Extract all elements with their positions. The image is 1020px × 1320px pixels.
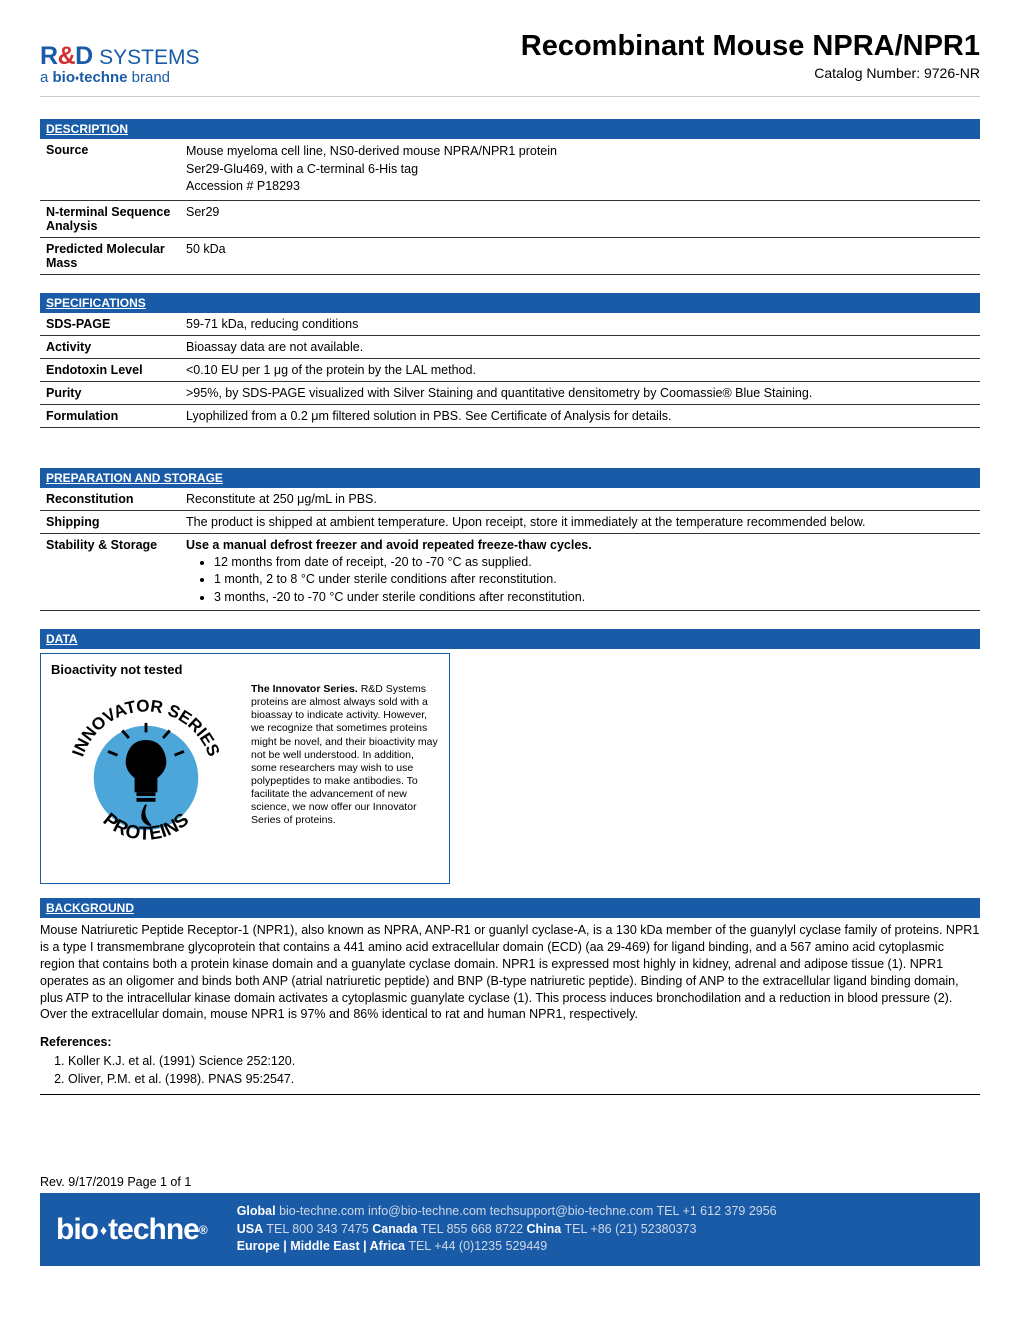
table-row: Purity>95%, by SDS-PAGE visualized with … xyxy=(40,381,980,404)
section-header-description: DESCRIPTION xyxy=(40,119,980,139)
table-row: SDS-PAGE59-71 kDa, reducing conditions xyxy=(40,313,980,336)
section-header-specifications: SPECIFICATIONS xyxy=(40,293,980,313)
section-header-background: BACKGROUND xyxy=(40,898,980,918)
footer-logo: bio♦techne® xyxy=(56,1213,207,1247)
logo-sub-brand: brand xyxy=(127,69,170,86)
logo-sub-techne: techne xyxy=(79,69,127,86)
list-item: Oliver, P.M. et al. (1998). PNAS 95:2547… xyxy=(68,1071,980,1089)
logo-r: R xyxy=(40,42,58,70)
storage-bullets: 12 months from date of receipt, -20 to -… xyxy=(214,554,974,607)
data-description: The Innovator Series. R&D Systems protei… xyxy=(251,683,439,873)
row-value: Bioassay data are not available. xyxy=(180,335,980,358)
footer-canada-tel: TEL 855 668 8722 xyxy=(417,1222,526,1236)
data-text-body: R&D Systems proteins are almost always s… xyxy=(251,683,438,826)
product-title: Recombinant Mouse NPRA/NPR1 xyxy=(521,30,980,63)
catalog-value: 9726-NR xyxy=(924,65,980,81)
logo-sub-bio: bio xyxy=(53,69,76,86)
row-value: >95%, by SDS-PAGE visualized with Silver… xyxy=(180,381,980,404)
data-text-bold: The Innovator Series. xyxy=(251,683,358,695)
row-value: Use a manual defrost freezer and avoid r… xyxy=(180,533,980,611)
logo-subtitle: a bio♦techne brand xyxy=(40,69,200,86)
references-title: References: xyxy=(40,1035,980,1049)
row-value: 50 kDa xyxy=(180,237,980,274)
text-line: Accession # P18293 xyxy=(186,178,974,196)
table-row: ReconstitutionReconstitute at 250 μg/mL … xyxy=(40,488,980,511)
background-text: Mouse Natriuretic Peptide Receptor-1 (NP… xyxy=(40,922,980,1023)
row-label: Endotoxin Level xyxy=(40,358,180,381)
row-label: Purity xyxy=(40,381,180,404)
list-item: 12 months from date of receipt, -20 to -… xyxy=(214,554,974,572)
row-value: <0.10 EU per 1 μg of the protein by the … xyxy=(180,358,980,381)
footer-emea-label: Europe | Middle East | Africa xyxy=(237,1239,405,1253)
table-row: FormulationLyophilized from a 0.2 μm fil… xyxy=(40,404,980,427)
row-value: Lyophilized from a 0.2 μm filtered solut… xyxy=(180,404,980,427)
description-table: Source Mouse myeloma cell line, NS0-deri… xyxy=(40,139,980,275)
preparation-table: ReconstitutionReconstitute at 250 μg/mL … xyxy=(40,488,980,612)
row-value: The product is shipped at ambient temper… xyxy=(180,510,980,533)
footer-china-label: China xyxy=(527,1222,562,1236)
data-box: Bioactivity not tested xyxy=(40,653,450,884)
footer-china-tel: TEL +86 (21) 52380373 xyxy=(561,1222,696,1236)
row-label: Activity xyxy=(40,335,180,358)
logo-sub-a: a xyxy=(40,69,53,86)
table-row: Predicted Molecular Mass 50 kDa xyxy=(40,237,980,274)
row-label: Reconstitution xyxy=(40,488,180,511)
row-value: 59-71 kDa, reducing conditions xyxy=(180,313,980,336)
section-header-preparation: PREPARATION AND STORAGE xyxy=(40,468,980,488)
catalog-label: Catalog Number: xyxy=(814,65,920,81)
references-list: Koller K.J. et al. (1991) Science 252:12… xyxy=(68,1053,980,1088)
logo-systems: SYSTEMS xyxy=(99,46,199,69)
data-box-title: Bioactivity not tested xyxy=(51,662,439,677)
text-line: Mouse myeloma cell line, NS0-derived mou… xyxy=(186,143,974,161)
divider xyxy=(40,1094,980,1095)
list-item: 3 months, -20 to -70 °C under sterile co… xyxy=(214,589,974,607)
row-label: Stability & Storage xyxy=(40,533,180,611)
row-value: Mouse myeloma cell line, NS0-derived mou… xyxy=(180,139,980,200)
table-row: Endotoxin Level<0.10 EU per 1 μg of the … xyxy=(40,358,980,381)
row-label: N-terminal Sequence Analysis xyxy=(40,200,180,237)
title-block: Recombinant Mouse NPRA/NPR1 Catalog Numb… xyxy=(521,30,980,81)
row-label: Formulation xyxy=(40,404,180,427)
row-value: Reconstitute at 250 μg/mL in PBS. xyxy=(180,488,980,511)
footer-global-label: Global xyxy=(237,1204,276,1218)
text-line: Ser29-Glu469, with a C-terminal 6-His ta… xyxy=(186,161,974,179)
table-row: Source Mouse myeloma cell line, NS0-deri… xyxy=(40,139,980,200)
footer-canada-label: Canada xyxy=(372,1222,417,1236)
row-label: Source xyxy=(40,139,180,200)
row-label: SDS-PAGE xyxy=(40,313,180,336)
specifications-table: SDS-PAGE59-71 kDa, reducing conditions A… xyxy=(40,313,980,428)
logo-d: D xyxy=(75,42,93,70)
brand-logo: R&D SYSTEMS a bio♦techne brand xyxy=(40,42,200,86)
footer-usa-tel: TEL 800 343 7475 xyxy=(263,1222,372,1236)
row-label: Predicted Molecular Mass xyxy=(40,237,180,274)
storage-heading: Use a manual defrost freezer and avoid r… xyxy=(186,538,974,552)
revision-footer: Rev. 9/17/2019 Page 1 of 1 xyxy=(40,1175,980,1189)
list-item: Koller K.J. et al. (1991) Science 252:12… xyxy=(68,1053,980,1071)
footer-global-text: bio-techne.com info@bio-techne.com techs… xyxy=(276,1204,777,1218)
logo-amp: & xyxy=(58,42,76,70)
table-row: ShippingThe product is shipped at ambien… xyxy=(40,510,980,533)
row-value: Ser29 xyxy=(180,200,980,237)
innovator-series-logo: INNOVATOR SERIES PROTEINS xyxy=(51,683,241,873)
section-header-data: DATA xyxy=(40,629,980,649)
catalog-number: Catalog Number: 9726-NR xyxy=(521,65,980,81)
row-label: Shipping xyxy=(40,510,180,533)
list-item: 1 month, 2 to 8 °C under sterile conditi… xyxy=(214,571,974,589)
table-row: N-terminal Sequence Analysis Ser29 xyxy=(40,200,980,237)
footer-bar: bio♦techne® Global bio-techne.com info@b… xyxy=(40,1193,980,1266)
table-row: Stability & Storage Use a manual defrost… xyxy=(40,533,980,611)
footer-usa-label: USA xyxy=(237,1222,263,1236)
page-header: R&D SYSTEMS a bio♦techne brand Recombina… xyxy=(40,30,980,97)
table-row: ActivityBioassay data are not available. xyxy=(40,335,980,358)
footer-emea-tel: TEL +44 (0)1235 529449 xyxy=(405,1239,547,1253)
footer-contact: Global bio-techne.com info@bio-techne.co… xyxy=(237,1203,777,1256)
